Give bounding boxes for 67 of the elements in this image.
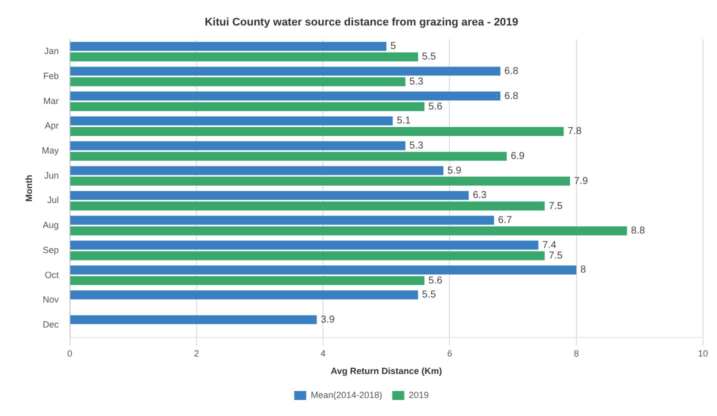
x-tick-label: 0 [67,348,72,358]
bar [70,226,628,236]
data-label: 3.9 [320,314,336,326]
data-label: 8 [580,264,586,276]
x-tick-label: 4 [320,348,326,358]
bar [70,240,538,250]
bar [70,66,500,76]
bar [70,52,418,62]
bar [70,141,406,150]
y-tick-label: Oct [44,270,60,280]
data-label: 7.5 [548,200,564,212]
legend-label: 2019 [408,390,429,400]
y-axis-title: Month [24,174,34,202]
data-label: 6.8 [504,90,519,102]
bar [70,152,507,161]
y-tick-label: Mar [43,96,59,106]
data-label: 5.3 [409,76,424,88]
y-tick-label: Jan [44,46,59,56]
data-label: 5 [390,41,396,52]
data-label: 7.9 [574,176,588,187]
bar [70,290,418,300]
data-label: 8.8 [631,226,646,237]
bar [70,251,545,260]
bar [70,315,317,324]
bar [70,216,494,225]
data-label: 6.7 [498,215,512,226]
x-tick-label: 10 [698,348,708,358]
y-tick-label: Apr [44,120,59,131]
data-label: 7.4 [542,240,557,251]
data-label: 6.8 [504,66,519,77]
data-label: 5.9 [447,165,462,176]
bar [70,77,406,86]
data-label: 5.3 [409,140,424,152]
bar [70,190,469,200]
bar [70,102,424,112]
data-label: 5.6 [428,101,443,112]
data-label: 5.5 [422,52,436,63]
chart-title: Kitui County water source distance from grazing area - 2019 [204,16,518,29]
data-label: 5.1 [396,116,412,127]
x-tick-label: 2 [194,348,199,358]
data-label: 6.3 [472,190,488,202]
y-tick-label: Feb [43,70,59,81]
x-tick-label: 6 [447,348,452,358]
y-tick-label: Dec [42,319,60,330]
y-tick-label: Jun [44,170,59,180]
data-label: 5.5 [422,290,436,301]
legend-label: Mean(2014-2018) [310,390,382,400]
data-label: 6.9 [510,151,526,162]
bar [70,116,393,126]
y-tick-label: Nov [42,294,60,305]
x-axis-title: Avg Return Distance (Km) [330,366,442,376]
bar [70,126,564,136]
y-tick-label: Sep [42,244,59,255]
y-tick-label: May [42,146,60,156]
x-tick-label: 8 [574,348,579,358]
bar [70,176,570,186]
bar [70,266,576,274]
y-tick-label: Jul [47,195,59,206]
data-label: 7.5 [548,250,564,262]
data-label: 7.8 [568,126,582,138]
bar [70,202,545,210]
bar [70,42,386,51]
bar [70,166,444,176]
data-label: 5.6 [428,275,443,286]
y-tick-label: Aug [42,220,59,230]
bar [70,276,424,286]
bar [70,92,500,101]
